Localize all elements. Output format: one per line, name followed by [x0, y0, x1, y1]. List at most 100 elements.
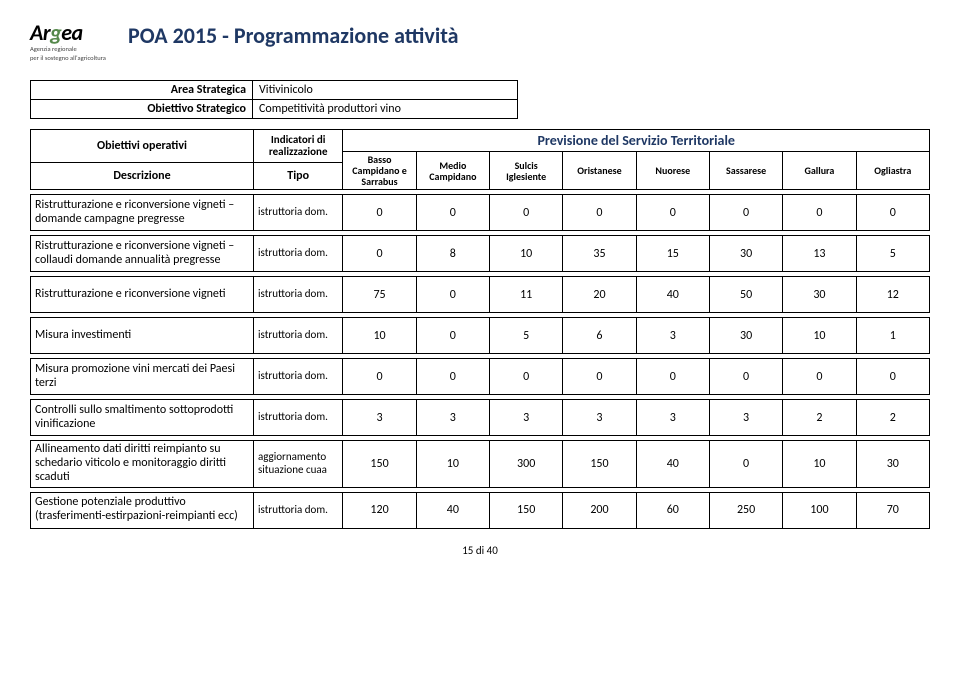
cell-value: 75	[343, 277, 416, 313]
cell-value: 10	[783, 318, 856, 354]
cell-value: 30	[709, 236, 782, 272]
cell-value: 6	[563, 318, 636, 354]
table-row: Ristrutturazione e riconversione vigneti…	[31, 236, 930, 272]
cell-value: 30	[783, 277, 856, 313]
cell-value: 8	[416, 236, 489, 272]
hdr-col-7: Ogliastra	[856, 152, 929, 190]
cell-value: 70	[856, 492, 929, 528]
cell-value: 150	[343, 441, 416, 487]
cell-value: 12	[856, 277, 929, 313]
cell-value: 0	[343, 195, 416, 231]
cell-value: 2	[856, 400, 929, 436]
table-row: Misura investimentiistruttoria dom.10056…	[31, 318, 930, 354]
cell-desc: Allineamento dati diritti reimpianto su …	[31, 441, 254, 487]
logo-sub2: per il sostegno all'agricoltura	[30, 55, 120, 62]
cell-value: 2	[783, 400, 856, 436]
hdr-col-1: Medio Campidano	[416, 152, 489, 190]
hdr-tipo: Tipo	[253, 163, 342, 190]
cell-value: 0	[636, 359, 709, 395]
header: Argea Agenzia regionale per il sostegno …	[30, 20, 930, 62]
cell-value: 250	[709, 492, 782, 528]
cell-tipo: istruttoria dom.	[253, 236, 342, 272]
cell-value: 0	[490, 359, 563, 395]
cell-value: 1	[856, 318, 929, 354]
page-footer: 15 di 40	[0, 544, 960, 557]
logo: Argea Agenzia regionale per il sostegno …	[30, 22, 120, 62]
cell-value: 10	[783, 441, 856, 487]
cell-value: 0	[416, 195, 489, 231]
cell-value: 60	[636, 492, 709, 528]
cell-desc: Misura investimenti	[31, 318, 254, 354]
cell-value: 3	[416, 400, 489, 436]
cell-desc: Ristrutturazione e riconversione vigneti…	[31, 195, 254, 231]
cell-value: 0	[343, 236, 416, 272]
cell-value: 3	[709, 400, 782, 436]
cell-value: 200	[563, 492, 636, 528]
cell-desc: Ristrutturazione e riconversione vigneti…	[31, 236, 254, 272]
hdr-obiettivi: Obiettivi operativi	[31, 130, 254, 163]
cell-value: 35	[563, 236, 636, 272]
logo-pre: Ar	[30, 19, 50, 46]
logo-sub1: Agenzia regionale	[30, 46, 120, 53]
cell-value: 0	[709, 359, 782, 395]
cell-value: 40	[636, 441, 709, 487]
cell-value: 0	[709, 195, 782, 231]
table-row: Ristrutturazione e riconversione vigneti…	[31, 195, 930, 231]
cell-tipo: istruttoria dom.	[253, 195, 342, 231]
cell-value: 150	[490, 492, 563, 528]
cell-value: 3	[563, 400, 636, 436]
cell-value: 0	[783, 359, 856, 395]
cell-value: 0	[343, 359, 416, 395]
meta-value-obiettivo: Competitività produttori vino	[253, 100, 518, 119]
logo-post: ea	[61, 19, 82, 46]
cell-value: 0	[783, 195, 856, 231]
cell-value: 0	[709, 441, 782, 487]
cell-value: 0	[416, 318, 489, 354]
cell-value: 30	[709, 318, 782, 354]
cell-value: 11	[490, 277, 563, 313]
cell-desc: Controlli sullo smaltimento sottoprodott…	[31, 400, 254, 436]
table-row: Misura promozione vini mercati dei Paesi…	[31, 359, 930, 395]
table-row: Gestione potenziale produttivo (trasferi…	[31, 492, 930, 528]
cell-value: 3	[636, 400, 709, 436]
hdr-col-4: Nuorese	[636, 152, 709, 190]
cell-value: 120	[343, 492, 416, 528]
cell-desc: Misura promozione vini mercati dei Paesi…	[31, 359, 254, 395]
cell-value: 0	[416, 277, 489, 313]
cell-tipo: istruttoria dom.	[253, 400, 342, 436]
hdr-col-5: Sassarese	[709, 152, 782, 190]
cell-value: 20	[563, 277, 636, 313]
cell-value: 0	[416, 359, 489, 395]
cell-value: 300	[490, 441, 563, 487]
hdr-col-0: Basso Campidano e Sarrabus	[343, 152, 416, 190]
cell-value: 10	[343, 318, 416, 354]
hdr-col-2: Sulcis Iglesiente	[490, 152, 563, 190]
hdr-col-3: Oristanese	[563, 152, 636, 190]
cell-value: 0	[856, 195, 929, 231]
cell-value: 5	[856, 236, 929, 272]
cell-desc: Gestione potenziale produttivo (trasferi…	[31, 492, 254, 528]
cell-value: 0	[563, 359, 636, 395]
hdr-descrizione: Descrizione	[31, 163, 254, 190]
hdr-indicatori: Indicatori di realizzazione	[253, 130, 342, 163]
cell-value: 3	[343, 400, 416, 436]
cell-value: 40	[636, 277, 709, 313]
cell-tipo: istruttoria dom.	[253, 277, 342, 313]
page: Argea Agenzia regionale per il sostegno …	[0, 0, 960, 569]
cell-value: 0	[490, 195, 563, 231]
hdr-col-6: Gallura	[783, 152, 856, 190]
meta-label-area: Area Strategica	[31, 81, 253, 100]
cell-tipo: istruttoria dom.	[253, 359, 342, 395]
logo-name: Argea	[30, 22, 120, 44]
meta-value-area: Vitivinicolo	[253, 81, 518, 100]
cell-tipo: istruttoria dom.	[253, 492, 342, 528]
page-title: POA 2015 - Programmazione attività	[128, 22, 459, 49]
table-row: Allineamento dati diritti reimpianto su …	[31, 441, 930, 487]
hdr-previsione: Previsione del Servizio Territoriale	[343, 130, 930, 152]
table-row: Ristrutturazione e riconversione vigneti…	[31, 277, 930, 313]
cell-value: 15	[636, 236, 709, 272]
logo-mid: g	[50, 19, 61, 46]
cell-value: 50	[709, 277, 782, 313]
main-table: Obiettivi operativi Indicatori di realiz…	[30, 129, 930, 528]
cell-value: 0	[856, 359, 929, 395]
